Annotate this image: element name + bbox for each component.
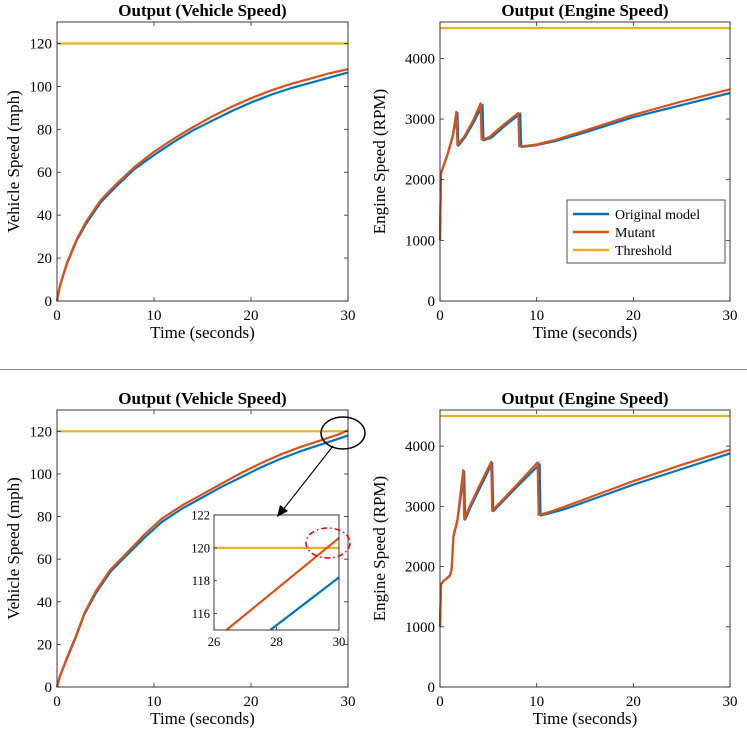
y-tick-label: 2000 (405, 560, 435, 576)
x-tick-label: 10 (529, 308, 544, 324)
inset-y-tick-label: 120 (191, 541, 210, 555)
y-axis-label: Vehicle Speed (mph) (4, 477, 23, 620)
y-tick-label: 100 (30, 467, 53, 483)
y-tick-label: 60 (37, 552, 52, 568)
y-tick-label: 0 (45, 680, 53, 696)
y-tick-label: 0 (428, 680, 436, 696)
y-axis-label: Vehicle Speed (mph) (4, 90, 23, 233)
legend-label-original: Original model (615, 208, 700, 223)
axes-box (439, 409, 731, 688)
inset-x-tick-label: 26 (208, 635, 221, 649)
y-tick-label: 3000 (405, 112, 435, 128)
x-tick-label: 10 (147, 694, 162, 710)
y-tick-label: 20 (37, 251, 52, 267)
y-tick-label: 120 (30, 36, 53, 52)
y-tick-label: 0 (428, 294, 436, 310)
y-tick-label: 2000 (405, 173, 435, 189)
x-tick-label: 20 (626, 308, 641, 324)
x-axis-label: Time (seconds) (150, 323, 255, 342)
inset-x-tick-label: 28 (270, 635, 283, 649)
y-axis-label: Engine Speed (RPM) (370, 89, 389, 234)
x-tick-label: 10 (147, 308, 162, 324)
y-tick-label: 4000 (405, 51, 435, 67)
x-tick-label: 20 (244, 308, 259, 324)
y-tick-label: 40 (37, 595, 52, 611)
x-axis-label: Time (seconds) (533, 709, 638, 728)
inset-y-tick-label: 118 (192, 574, 210, 588)
x-tick-label: 0 (436, 308, 444, 324)
axes-box (439, 21, 731, 302)
y-tick-label: 120 (30, 424, 53, 440)
zoom-arrow-line (281, 445, 334, 512)
x-tick-label: 0 (436, 694, 444, 710)
series-mutant-line (55, 429, 349, 688)
series-original-line (55, 71, 349, 302)
chart-bottom-right: Output (Engine Speed) 0 10 20 30 0 1000 2000 300… (370, 389, 738, 728)
zoom-region-ellipse (320, 416, 366, 450)
chart-top-left: Output (Vehicle Speed) 0 10 20 30 0 20 40 60 80 10… (4, 1, 356, 342)
x-tick-label: 30 (341, 308, 356, 324)
x-tick-label: 20 (626, 694, 641, 710)
inset-zoom: 26 28 30 116 118 120 122 (191, 509, 351, 649)
axes-box (56, 21, 349, 302)
x-tick-label: 10 (529, 694, 544, 710)
y-tick-label: 20 (37, 637, 52, 653)
y-tick-label: 3000 (405, 499, 435, 515)
inset-highlight-ellipse (305, 527, 351, 559)
y-tick-label: 40 (37, 208, 52, 224)
y-tick-label: 0 (45, 294, 53, 310)
y-tick-label: 80 (37, 510, 52, 526)
x-tick-label: 0 (53, 694, 61, 710)
y-tick-label: 80 (37, 122, 52, 138)
inset-background (214, 515, 339, 630)
y-tick-label: 100 (30, 79, 53, 95)
chart-top-right: Output (Engine Speed) 0 10 20 30 0 1000 2000 300… (370, 1, 738, 342)
series-mutant-line (438, 88, 731, 241)
series-mutant-line (438, 448, 731, 627)
x-tick-label: 30 (723, 694, 738, 710)
x-tick-label: 0 (53, 308, 61, 324)
inset-y-tick-label: 122 (191, 509, 210, 523)
x-tick-label: 30 (723, 308, 738, 324)
chart-title: Output (Vehicle Speed) (118, 1, 286, 20)
y-tick-label: 60 (37, 165, 52, 181)
inset-series-mutant-line (225, 537, 339, 630)
chart-bottom-left: Output (Vehicle Speed) 0 10 20 30 0 20 40 60 80 10… (4, 389, 366, 728)
y-tick-label: 1000 (405, 233, 435, 249)
inset-x-tick-label: 30 (333, 635, 346, 649)
inset-series-original-line (269, 576, 339, 630)
x-axis-label: Time (seconds) (150, 709, 255, 728)
inset-y-tick-label: 116 (192, 607, 210, 621)
x-tick-label: 30 (341, 694, 356, 710)
series-mutant-line (55, 68, 349, 302)
legend: Original model Mutant Threshold (566, 199, 726, 264)
legend-label-threshold: Threshold (615, 244, 672, 259)
zoom-arrow-head (277, 505, 288, 517)
legend-label-mutant: Mutant (615, 226, 656, 241)
y-tick-label: 4000 (405, 439, 435, 455)
x-axis-label: Time (seconds) (533, 323, 638, 342)
x-tick-label: 20 (244, 694, 259, 710)
chart-title: Output (Engine Speed) (501, 1, 668, 20)
y-tick-label: 1000 (405, 620, 435, 636)
chart-title: Output (Engine Speed) (501, 389, 668, 408)
y-axis-label: Engine Speed (RPM) (370, 476, 389, 621)
chart-title: Output (Vehicle Speed) (118, 389, 286, 408)
